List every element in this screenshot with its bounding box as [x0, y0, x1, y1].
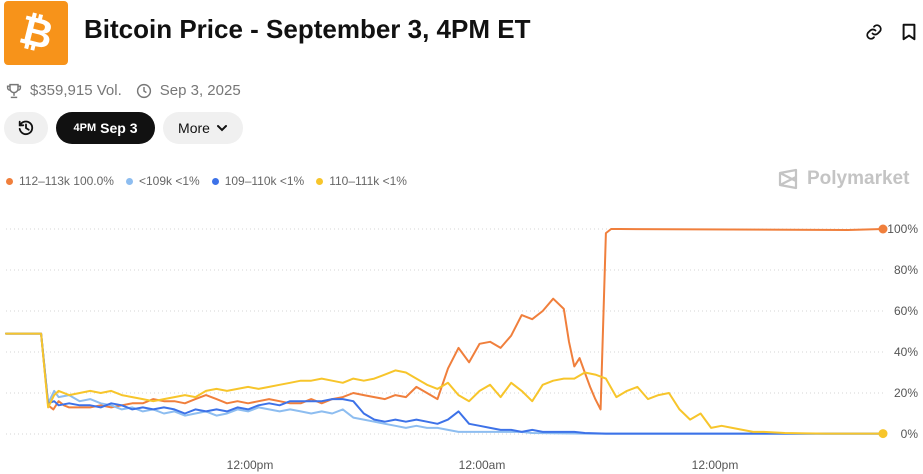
polymarket-brand: Polymarket [777, 168, 909, 190]
x-tick-label: 12:00am [459, 458, 506, 472]
y-tick-label: 60% [894, 304, 918, 318]
y-tick-label: 40% [894, 345, 918, 359]
legend-label: 109–110k <1% [224, 174, 305, 188]
chevron-down-icon [216, 122, 228, 134]
legend-label: 110–111k <1% [329, 174, 407, 188]
y-tick-label: 0% [901, 427, 919, 441]
clock-icon [136, 83, 152, 99]
volume-text: $359,915 Vol. [30, 82, 122, 99]
series-end-marker [878, 429, 888, 439]
active-date: Sep 3 [100, 120, 138, 136]
legend-item: 110–111k <1% [316, 174, 407, 188]
date-selector-active[interactable]: 4PM Sep 3 [56, 112, 155, 144]
y-tick-label: 20% [894, 386, 918, 400]
legend-dot [6, 177, 13, 185]
legend-label: <109k <1% [138, 174, 200, 188]
series-end-marker [878, 224, 888, 234]
more-label: More [178, 120, 210, 136]
history-icon [17, 119, 35, 137]
y-tick-label: 100% [887, 222, 918, 236]
y-tick-label: 80% [894, 263, 918, 277]
polymarket-logo-icon [777, 168, 807, 190]
polymarket-brand-name: Polymarket [807, 168, 910, 189]
bookmark-icon[interactable] [899, 22, 919, 42]
series-line [5, 228, 884, 411]
link-icon[interactable] [864, 22, 884, 42]
history-button[interactable] [4, 112, 48, 144]
market-meta: $359,915 Vol. Sep 3, 2025 [6, 82, 241, 99]
legend-dot [125, 177, 133, 185]
legend-label: 112–113k 100.0% [19, 174, 114, 188]
legend-item: 109–110k <1% [211, 174, 305, 188]
legend-dot [211, 177, 219, 185]
series-line [5, 332, 884, 435]
series-line [5, 332, 884, 435]
legend-item: 112–113k 100.0% [6, 174, 114, 188]
legend-dot [316, 177, 324, 185]
chart-legend: 112–113k 100.0% <109k <1% 109–110k <1% 110–… [6, 174, 419, 188]
legend-item: <109k <1% [125, 174, 200, 188]
x-tick-label: 12:00pm [692, 458, 739, 472]
x-tick-label: 12:00pm [227, 458, 274, 472]
more-button[interactable]: More [163, 112, 243, 144]
page-title: Bitcoin Price - September 3, 4PM ET [84, 14, 531, 44]
series-line [5, 332, 884, 435]
active-time: 4PM [73, 122, 97, 134]
end-date-text: Sep 3, 2025 [159, 82, 241, 99]
trophy-icon [6, 83, 22, 99]
bitcoin-logo: ₿ [4, 1, 68, 65]
